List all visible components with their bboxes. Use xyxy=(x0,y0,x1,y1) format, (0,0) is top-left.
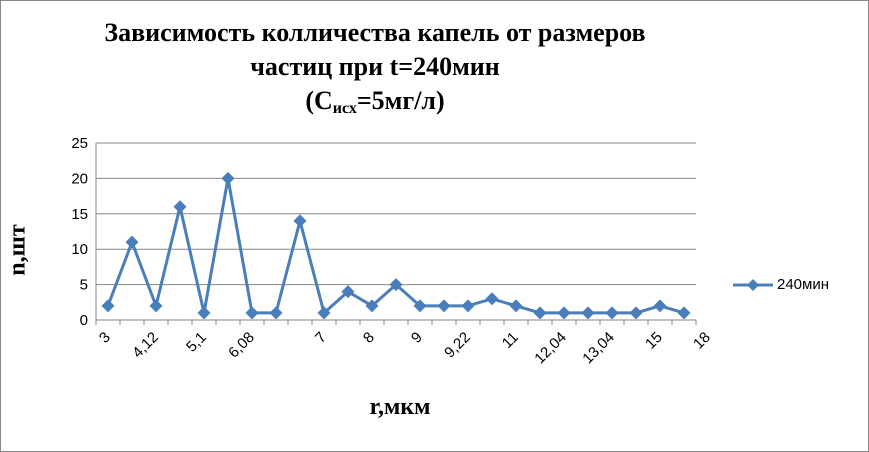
x-tick-label: 13,04 xyxy=(579,329,618,368)
data-point xyxy=(317,306,331,320)
x-tick-label: 7 xyxy=(312,329,330,347)
y-tick-label: 10 xyxy=(71,241,88,258)
x-tick-label: 11 xyxy=(499,329,522,352)
data-point xyxy=(557,306,571,320)
x-tick-label: 5,1 xyxy=(183,329,210,356)
data-point xyxy=(269,306,283,320)
data-point xyxy=(365,299,379,313)
x-tick-label: 12,04 xyxy=(531,329,570,368)
data-point xyxy=(149,299,163,313)
chart-title-line3-suffix: =5мг/л) xyxy=(356,86,445,115)
data-point xyxy=(605,306,619,320)
data-point xyxy=(245,306,259,320)
x-tick-label: 9 xyxy=(408,329,426,347)
legend: 240мин xyxy=(733,276,829,293)
legend-label: 240мин xyxy=(777,276,830,293)
data-point xyxy=(221,171,235,185)
data-point xyxy=(341,285,355,299)
chart-title-line2: частиц при t=240мин xyxy=(250,52,500,81)
y-tick-label: 0 xyxy=(80,312,88,329)
y-tick-label: 25 xyxy=(71,135,88,152)
data-point xyxy=(533,306,547,320)
y-tick-label: 5 xyxy=(80,277,88,294)
x-tick-label: 3 xyxy=(96,329,114,347)
chart-title-line3: (Сисх=5мг/л) xyxy=(60,84,690,118)
chart-title-line3-prefix: (С xyxy=(305,86,333,115)
data-point xyxy=(173,200,187,214)
x-tick-label: 9,22 xyxy=(441,329,474,362)
data-point xyxy=(197,306,211,320)
x-tick-label: 4,12 xyxy=(129,329,162,362)
data-point xyxy=(437,299,451,313)
data-point xyxy=(101,299,115,313)
data-point xyxy=(677,306,691,320)
x-axis-label-text: r,мкм xyxy=(369,394,431,420)
x-tick-label: 8 xyxy=(360,329,378,347)
chart-title-line3-sub: исх xyxy=(332,100,357,117)
data-point xyxy=(653,299,667,313)
x-tick-label: 15 xyxy=(642,329,666,353)
data-point xyxy=(629,306,643,320)
data-point xyxy=(293,214,307,228)
data-point xyxy=(413,299,427,313)
series-line-240 xyxy=(106,176,685,315)
data-point xyxy=(461,299,475,313)
x-tick-label: 6,08 xyxy=(225,329,258,362)
data-point xyxy=(389,278,403,292)
x-tick-label: 18 xyxy=(690,329,714,353)
data-point xyxy=(509,299,523,313)
y-tick-label: 20 xyxy=(71,170,88,187)
data-point xyxy=(581,306,595,320)
legend-marker-icon xyxy=(733,278,773,291)
data-point xyxy=(125,235,139,249)
chart-title: Зависимость колличества капель от размер… xyxy=(60,16,690,118)
data-point xyxy=(485,292,499,306)
chart-title-line1: Зависимость колличества капель от размер… xyxy=(104,18,646,47)
y-tick-label: 15 xyxy=(71,206,88,223)
